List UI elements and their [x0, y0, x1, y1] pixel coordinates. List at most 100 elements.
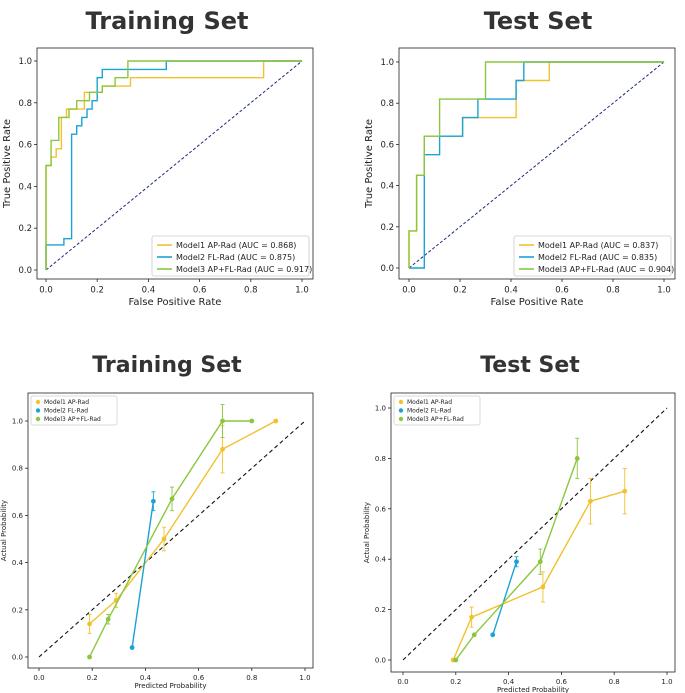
legend: Model1 AP-Rad (AUC = 0.837) Model2 FL-Rad… [513, 235, 674, 277]
legend-label: Model2 FL-Rad [44, 408, 88, 415]
legend: Model1 AP-Rad (AUC = 0.868) Model2 FL-Rad… [151, 235, 312, 277]
legend-label: Model1 AP-Rad [407, 399, 452, 406]
x-tick-label: 0.4 [503, 678, 515, 686]
y-axis-label: Actual Probability [363, 502, 371, 563]
x-tick-label: 0.6 [193, 674, 205, 682]
x-tick-label: 0.4 [142, 286, 156, 296]
x-tick-label: 0.2 [450, 678, 461, 686]
y-tick-label: 0.4 [12, 559, 24, 567]
reference-diagonal [45, 60, 303, 271]
y-tick-label: 1.0 [12, 417, 23, 425]
legend-label: Model1 AP-Rad [44, 399, 89, 406]
legend-label: Model3 AP+FL-Rad [407, 416, 464, 423]
y-tick-label: 0.4 [375, 556, 387, 564]
legend-box [393, 395, 481, 426]
series-line-3 [88, 420, 252, 658]
legend-box [151, 235, 310, 277]
data-point [453, 657, 459, 663]
x-tick-label: 1.0 [299, 674, 310, 682]
data-point [537, 559, 543, 565]
legend-swatch [35, 408, 41, 413]
x-tick-label: 1.0 [657, 286, 671, 296]
x-tick-label: 1.0 [661, 678, 672, 686]
series-line-2 [492, 561, 518, 636]
y-tick-label: 0.4 [18, 182, 32, 192]
x-axis-label: False Positive Rate [491, 297, 584, 308]
y-tick-label: 0.6 [18, 141, 32, 151]
legend-label: Model2 FL-Rad [407, 408, 451, 415]
legend-label: Model2 FL-Rad (AUC = 0.875) [176, 253, 295, 262]
y-tick-label: 1.0 [380, 58, 394, 68]
legend-swatch [35, 416, 41, 422]
y-tick-label: 0.6 [12, 512, 24, 520]
x-tick-label: 0.8 [606, 286, 620, 296]
series-line-2 [409, 61, 664, 269]
x-tick-label: 0.4 [504, 286, 518, 296]
data-point [161, 536, 167, 542]
plot-frame [36, 47, 314, 280]
legend-label: Model3 AP+FL-Rad [44, 416, 101, 423]
legend-label: Model1 AP-Rad (AUC = 0.868) [176, 241, 296, 250]
y-tick-label: 0.8 [18, 99, 32, 109]
legend-label: Model3 AP+FL-Rad (AUC = 0.917) [176, 265, 312, 274]
x-tick-label: 0.8 [246, 674, 257, 682]
x-tick-label: 0.8 [609, 678, 620, 686]
legend-label: Model2 FL-Rad (AUC = 0.835) [538, 253, 657, 262]
data-point [574, 456, 580, 461]
y-axis-label: Actual Probability [0, 500, 8, 561]
x-tick-label: 0.4 [140, 674, 152, 682]
x-tick-label: 0.6 [556, 678, 568, 686]
x-tick-label: 0.2 [87, 674, 98, 682]
reference-diagonal [38, 420, 306, 658]
x-tick-label: 0.6 [555, 286, 569, 296]
legend-label: Model1 AP-Rad (AUC = 0.837) [538, 241, 658, 250]
y-tick-label: 1.0 [18, 57, 32, 67]
data-point [514, 559, 519, 565]
y-tick-label: 0.6 [375, 505, 387, 513]
plot-frame [390, 392, 676, 673]
data-point [105, 616, 111, 622]
x-tick-label: 0.0 [397, 678, 408, 686]
legend-swatch [35, 399, 41, 405]
x-axis-label: False Positive Rate [129, 297, 222, 308]
chart-panel-4: Test Set 0.0 0.2 0.4 0.6 0.8 1.0 0.0 0.2 0.4 0.6 0.… [363, 353, 676, 693]
y-tick-label: 0.2 [375, 606, 386, 614]
x-tick-label: 0.0 [39, 286, 53, 296]
x-tick-label: 0.6 [193, 286, 207, 296]
data-point [87, 621, 92, 627]
legend-label: Model3 AP+FL-Rad (AUC = 0.904) [538, 265, 674, 274]
chart-title: Training Set [92, 353, 242, 378]
y-tick-label: 0.0 [18, 266, 32, 276]
legend-box [30, 395, 118, 426]
chart-panel-3: Training Set 0.0 0.2 0.4 0.6 0.8 1.0 0.0 0.2 0.4 0… [0, 353, 314, 690]
y-tick-label: 0.4 [380, 182, 394, 192]
y-tick-label: 0.2 [12, 606, 23, 614]
chart-title: Test Set [484, 7, 593, 35]
chart-panel-2: Test Set 0.0 0.2 0.4 0.6 0.8 1.0 0.0 0.2 0.4 0.6 0.… [364, 7, 676, 308]
data-point [588, 498, 593, 504]
legend-swatch [398, 416, 404, 422]
data-point [273, 418, 279, 424]
data-point [150, 498, 156, 504]
x-axis-label: Predicted Probability [134, 682, 206, 690]
data-point [249, 418, 255, 424]
series-line-3 [408, 61, 664, 268]
legend-swatch [398, 399, 404, 405]
data-point [469, 614, 475, 620]
x-tick-label: 0.2 [453, 286, 467, 296]
chart-panel-1: Training Set 0.0 0.2 0.4 0.6 0.8 1.0 0.0 0.2 0.4 0… [2, 7, 314, 308]
data-point [220, 446, 225, 452]
series-line-3 [455, 458, 578, 661]
y-tick-label: 0.0 [375, 656, 386, 664]
data-point [220, 418, 225, 424]
y-tick-label: 0.6 [380, 140, 394, 150]
legend-swatch [398, 408, 404, 413]
series-line-3 [45, 60, 302, 270]
x-tick-label: 1.0 [295, 286, 309, 296]
y-axis-label: True Positive Rate [364, 119, 375, 209]
y-tick-label: 0.8 [12, 465, 23, 473]
y-tick-label: 1.0 [375, 404, 386, 412]
y-tick-label: 0.0 [380, 264, 394, 274]
